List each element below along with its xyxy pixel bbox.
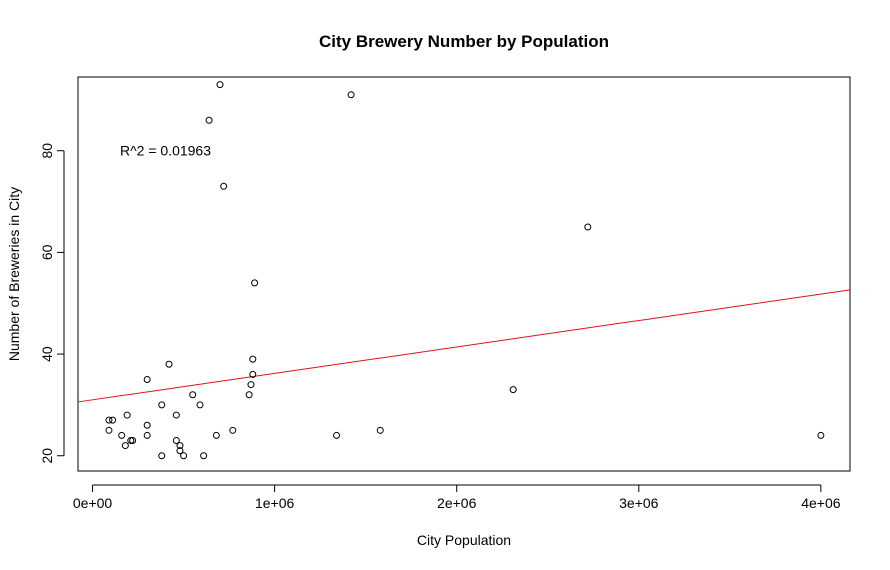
- data-point: [347, 91, 355, 99]
- plot-frame: [77, 76, 851, 472]
- data-point: [109, 416, 117, 424]
- data-point: [205, 116, 213, 124]
- x-tick-label: 0e+00: [73, 495, 113, 511]
- data-point: [105, 416, 113, 424]
- x-tick-label: 1e+06: [255, 495, 295, 511]
- data-point: [118, 431, 126, 439]
- y-axis: 20 40 60 80: [39, 143, 65, 464]
- data-point: [251, 279, 259, 287]
- data-point: [249, 355, 257, 363]
- data-point: [220, 182, 228, 190]
- data-point: [158, 401, 166, 409]
- data-points: [105, 81, 825, 460]
- data-point: [216, 81, 224, 89]
- data-point: [180, 452, 188, 460]
- data-point: [200, 452, 208, 460]
- y-tick-label: 80: [39, 143, 55, 159]
- x-tick-label: 4e+06: [801, 495, 841, 511]
- y-tick-label: 60: [39, 244, 55, 260]
- data-point: [176, 442, 184, 450]
- data-point: [172, 411, 180, 419]
- regression-line: [77, 289, 851, 403]
- data-point: [127, 436, 135, 444]
- data-point: [196, 401, 204, 409]
- data-point: [376, 426, 384, 434]
- x-axis-label: City Population: [417, 532, 511, 548]
- data-point: [212, 431, 220, 439]
- data-point: [143, 375, 151, 383]
- data-point: [172, 436, 180, 444]
- r-squared-annotation: R^2 = 0.01963: [120, 143, 211, 159]
- x-tick-label: 3e+06: [619, 495, 659, 511]
- data-point: [817, 431, 825, 439]
- data-point: [245, 391, 253, 399]
- data-point: [176, 447, 184, 455]
- x-tick-label: 2e+06: [437, 495, 477, 511]
- y-tick-label: 40: [39, 346, 55, 362]
- data-point: [123, 411, 131, 419]
- y-tick-label: 20: [39, 448, 55, 464]
- data-point: [229, 426, 237, 434]
- data-point: [129, 436, 137, 444]
- data-point: [249, 370, 257, 378]
- chart-title: City Brewery Number by Population: [319, 32, 609, 51]
- x-axis: 0e+00 1e+06 2e+06 3e+06 4e+06: [73, 484, 841, 511]
- y-axis-label: Number of Breweries in City: [6, 187, 22, 361]
- data-point: [105, 426, 113, 434]
- data-point: [333, 431, 341, 439]
- data-point: [247, 381, 255, 389]
- data-point: [121, 442, 129, 450]
- data-point: [158, 452, 166, 460]
- data-point: [584, 223, 592, 231]
- data-point: [189, 391, 197, 399]
- data-point: [165, 360, 173, 368]
- data-point: [509, 386, 517, 394]
- data-point: [143, 431, 151, 439]
- data-point: [143, 421, 151, 429]
